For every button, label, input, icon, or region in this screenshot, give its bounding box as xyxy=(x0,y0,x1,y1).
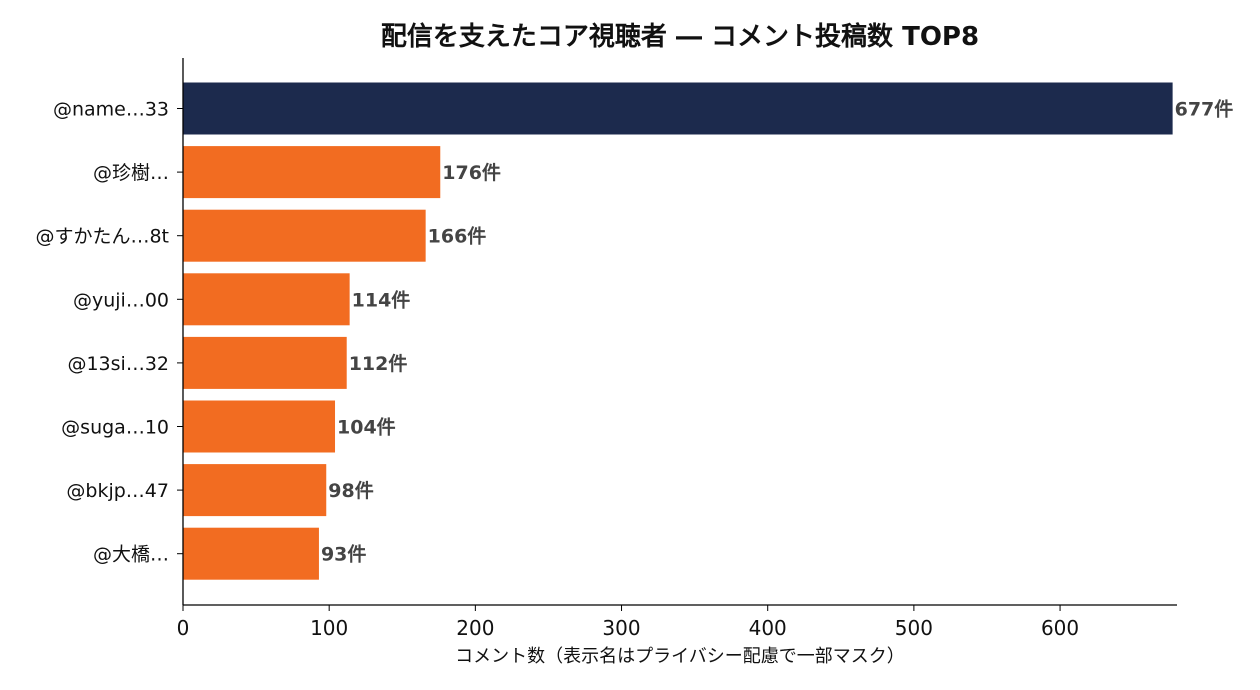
x-tick-label: 400 xyxy=(749,616,787,640)
y-tick-label: @珍樹… xyxy=(93,162,169,184)
bar xyxy=(183,273,350,326)
x-tick-label: 100 xyxy=(310,616,348,640)
data-label: 112件 xyxy=(349,352,408,375)
data-label: 166件 xyxy=(428,225,487,248)
data-label: 677件 xyxy=(1175,98,1234,121)
x-tick-label: 200 xyxy=(456,616,494,640)
data-label: 114件 xyxy=(352,288,411,311)
bar xyxy=(183,209,426,262)
y-tick-label: @suga…10 xyxy=(61,417,169,439)
bar xyxy=(183,146,441,199)
bar xyxy=(183,82,1173,135)
data-label: 98件 xyxy=(328,479,373,502)
y-tick-label: @すかたん…8t xyxy=(35,226,169,248)
data-label: 176件 xyxy=(442,161,501,184)
bar xyxy=(183,527,319,580)
y-tick-label: @bkjp…47 xyxy=(66,480,169,502)
y-tick-label: @yuji…00 xyxy=(73,289,169,311)
data-label: 104件 xyxy=(337,416,396,439)
bar xyxy=(183,400,336,453)
y-tick-label: @name…33 xyxy=(53,99,169,121)
bar xyxy=(183,336,347,389)
bar xyxy=(183,464,327,517)
y-tick-label: @13si…32 xyxy=(67,353,169,375)
chart-title: 配信を支えたコア視聴者 ― コメント投稿数 TOP8 xyxy=(380,22,980,52)
x-tick-label: 600 xyxy=(1041,616,1079,640)
y-tick-label: @大橋… xyxy=(93,544,169,566)
data-label: 93件 xyxy=(321,543,366,566)
x-tick-label: 500 xyxy=(895,616,933,640)
x-tick-label: 0 xyxy=(177,616,190,640)
x-axis-label: コメント数（表示名はプライバシー配慮で一部マスク） xyxy=(455,646,905,667)
x-tick-label: 300 xyxy=(602,616,640,640)
